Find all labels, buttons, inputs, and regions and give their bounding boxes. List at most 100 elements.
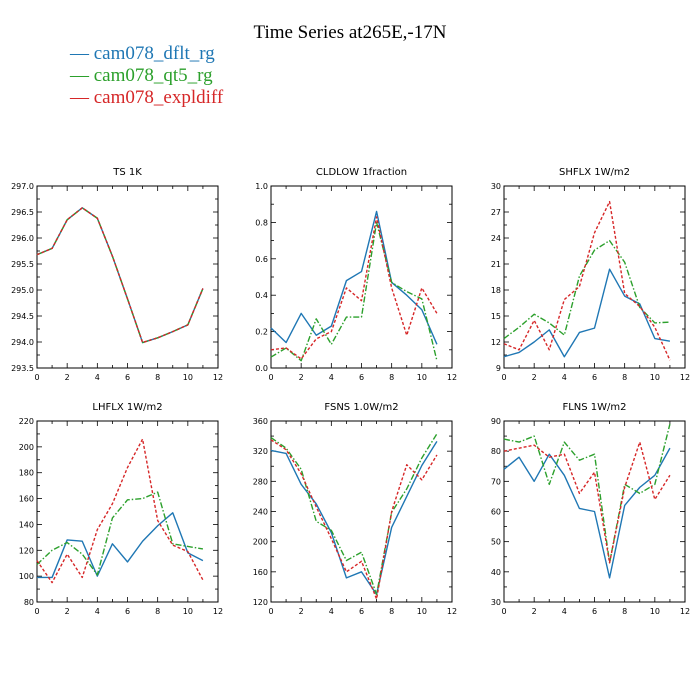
x-tick-label: 2 — [299, 373, 304, 382]
y-tick-label: 30 — [491, 182, 501, 191]
y-tick-label: 200 — [19, 443, 34, 452]
x-tick-label: 4 — [562, 373, 567, 382]
x-tick-label: 0 — [501, 373, 506, 382]
y-tick-label: 160 — [19, 495, 34, 504]
y-tick-label: 90 — [491, 417, 501, 426]
legend-label-expldiff: — cam078_expldiff — [70, 87, 224, 108]
x-tick-label: 10 — [650, 373, 660, 382]
y-tick-label: 296.5 — [11, 208, 34, 217]
series-line-cam078-qt5-rg — [503, 423, 671, 564]
x-tick-label: 12 — [213, 607, 223, 616]
series-line-cam078-qt5-rg — [36, 207, 204, 344]
y-tick-label: 120 — [19, 546, 34, 555]
x-tick-label: 8 — [155, 607, 160, 616]
x-tick-label: 12 — [680, 607, 690, 616]
x-tick-label: 12 — [447, 373, 457, 382]
x-tick-label: 6 — [125, 607, 130, 616]
y-tick-label: 280 — [253, 477, 268, 486]
series-line-cam078-dflt-rg — [503, 447, 671, 579]
x-tick-label: 8 — [622, 607, 627, 616]
series-line-cam078-dflt-rg — [270, 440, 438, 596]
x-tick-label: 10 — [417, 607, 427, 616]
panel-title: SHFLX 1W/m2 — [559, 167, 630, 178]
y-tick-label: 294.0 — [11, 338, 34, 347]
y-tick-label: 80 — [491, 447, 501, 456]
plot-frame — [36, 185, 219, 369]
x-tick-label: 8 — [389, 373, 394, 382]
plot-frame — [503, 185, 686, 369]
series-line-cam078-dflt-rg — [36, 207, 204, 344]
series-line-cam078-qt5-rg — [270, 221, 438, 362]
y-tick-label: 0.4 — [255, 291, 268, 300]
y-tick-label: 140 — [19, 520, 34, 529]
x-tick-label: 2 — [532, 607, 537, 616]
series-line-cam078-qt5-rg — [270, 433, 438, 596]
y-tick-label: 1.0 — [255, 182, 268, 191]
y-tick-label: 220 — [19, 417, 34, 426]
x-tick-label: 4 — [95, 607, 100, 616]
x-tick-label: 0 — [268, 373, 273, 382]
x-tick-label: 12 — [447, 607, 457, 616]
y-tick-label: 9 — [496, 364, 501, 373]
legend-item-dflt: — cam078_dflt_rg — [70, 43, 215, 65]
panel-title: LHFLX 1W/m2 — [92, 402, 162, 413]
y-tick-label: 0.0 — [255, 364, 268, 373]
x-tick-label: 10 — [183, 373, 193, 382]
panel-title: CLDLOW 1fraction — [316, 167, 407, 178]
y-tick-label: 27 — [491, 208, 501, 217]
y-tick-label: 100 — [19, 572, 34, 581]
series-line-cam078-expldiff — [36, 438, 204, 584]
y-tick-label: 50 — [491, 538, 501, 547]
series-line-cam078-dflt-rg — [37, 512, 204, 579]
legend-label-qt5: — cam078_qt5_rg — [70, 65, 213, 86]
series-line-cam078-expldiff — [503, 200, 671, 361]
x-tick-label: 6 — [359, 607, 364, 616]
chart-panel-0: TS 1K 0 2 4 6 8 10 12 293.5 294.0 294.5 295.0 295.5 2… — [11, 167, 223, 382]
y-tick-label: 12 — [491, 338, 501, 347]
y-tick-label: 18 — [491, 286, 501, 295]
chart-panel-3: LHFLX 1W/m2 0 2 4 6 8 10 12 80 100 120 140 160 180 200… — [19, 402, 223, 616]
series-line-cam078-expldiff — [36, 207, 204, 344]
series-line-cam078-expldiff — [270, 439, 438, 600]
y-tick-label: 24 — [491, 234, 501, 243]
x-tick-label: 8 — [389, 607, 394, 616]
y-tick-label: 293.5 — [11, 364, 34, 373]
y-tick-label: 21 — [491, 260, 501, 269]
chart-panel-5: FLNS 1W/m2 0 2 4 6 8 10 12 30 40 50 60 70 80 90 — [491, 402, 690, 616]
x-tick-label: 10 — [650, 607, 660, 616]
series-line-cam078-expldiff — [503, 441, 671, 564]
y-tick-label: 240 — [253, 508, 268, 517]
y-tick-label: 297.0 — [11, 182, 34, 191]
x-tick-label: 12 — [213, 373, 223, 382]
panel-title: FSNS 1.0W/m2 — [324, 402, 398, 413]
series-line-cam078-qt5-rg — [36, 491, 204, 576]
x-tick-label: 4 — [329, 373, 334, 382]
y-tick-label: 295.5 — [11, 260, 34, 269]
y-tick-label: 0.6 — [255, 255, 268, 264]
x-tick-label: 12 — [680, 373, 690, 382]
y-tick-label: 120 — [253, 598, 268, 607]
panel-title: TS 1K — [112, 167, 142, 178]
legend-item-qt5: — cam078_qt5_rg — [70, 65, 213, 87]
x-tick-label: 4 — [329, 607, 334, 616]
x-tick-label: 2 — [299, 607, 304, 616]
legend-item-expldiff: — cam078_expldiff — [70, 87, 223, 109]
x-tick-label: 10 — [417, 373, 427, 382]
y-tick-label: 160 — [253, 568, 268, 577]
x-tick-label: 0 — [501, 607, 506, 616]
y-tick-label: 294.5 — [11, 312, 34, 321]
y-tick-label: 80 — [24, 598, 34, 607]
y-tick-label: 30 — [491, 598, 501, 607]
y-tick-label: 0.8 — [255, 218, 268, 227]
y-tick-label: 15 — [491, 312, 501, 321]
chart-panel-1: CLDLOW 1fraction 0 2 4 6 8 10 12 0.0 0.2 0.4 0.6 0.8… — [255, 167, 457, 382]
y-tick-label: 295.0 — [11, 286, 34, 295]
y-tick-label: 40 — [491, 568, 501, 577]
y-tick-label: 200 — [253, 538, 268, 547]
y-tick-label: 180 — [19, 469, 34, 478]
x-tick-label: 6 — [125, 373, 130, 382]
series-line-cam078-expldiff — [270, 216, 438, 360]
series-line-cam078-qt5-rg — [503, 239, 670, 340]
